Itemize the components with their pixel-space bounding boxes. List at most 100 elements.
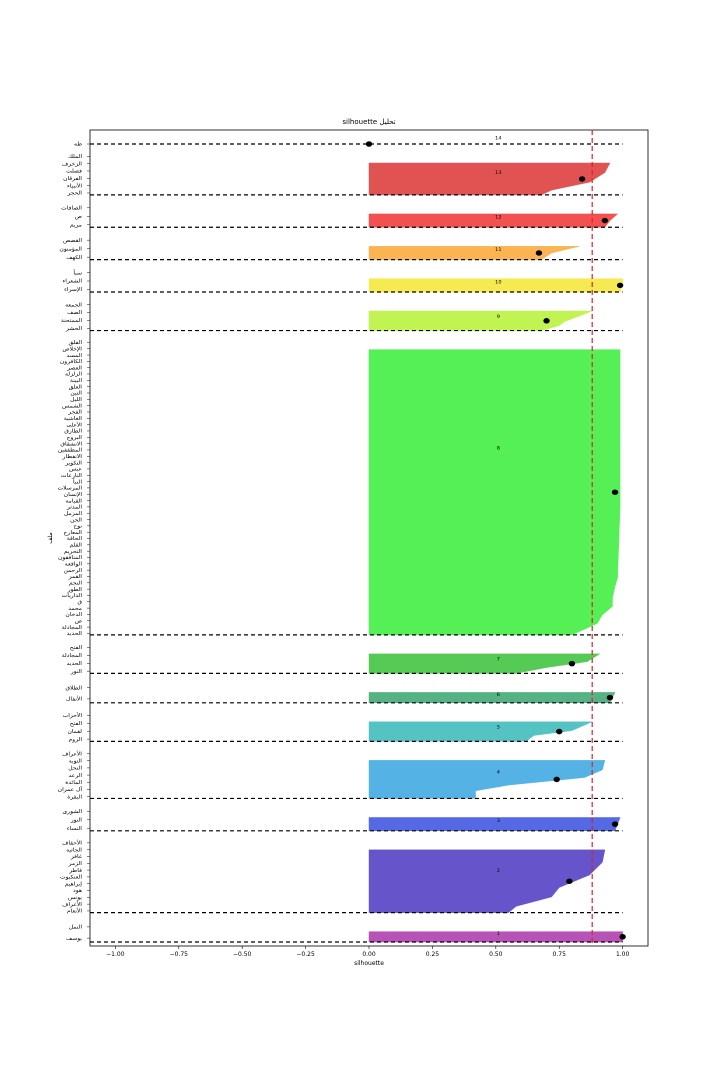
cluster-3-mean-point (611, 821, 619, 827)
cluster-10-mean-point (616, 282, 624, 289)
y-tick-label: الفرقان (63, 176, 82, 182)
x-tick-label: 0.75 (553, 951, 567, 958)
y-tick-label: الانشقاق (60, 442, 82, 448)
y-tick-label: العنكبوت (60, 874, 82, 880)
y-tick-label: النمل (69, 925, 83, 931)
cluster-3-silhouette (368, 817, 621, 832)
cluster-8-silhouette (368, 349, 621, 636)
y-axis-label: ملف (47, 532, 54, 543)
y-tick-label: ص (75, 214, 82, 220)
y-tick-label: التين (70, 391, 82, 397)
y-tick-label: البينة (70, 378, 83, 384)
y-tick-label: القمر (68, 575, 83, 581)
y-tick-label: الإسراء (64, 288, 82, 294)
y-tick-label: الإخلاص (62, 347, 82, 353)
y-tick-label: الكافرون (60, 358, 83, 364)
cluster-12-mean-point (601, 217, 609, 224)
x-tick-label: −0.50 (233, 951, 252, 958)
y-tick-label: مريم (70, 223, 82, 229)
x-tick-label: 0.25 (426, 951, 440, 958)
cluster-8-mean-point (611, 489, 619, 495)
cluster-7-silhouette (368, 653, 601, 674)
y-tick-label: آل عمران (58, 787, 83, 793)
cluster-9-label: 9 (497, 314, 500, 320)
y-tick-label: المعارج (64, 530, 83, 536)
y-tick-label: الطلاق (65, 686, 82, 692)
y-tick-label: النحل (68, 766, 82, 772)
y-tick-label: النجم (69, 581, 83, 587)
cluster-9-mean-point (543, 318, 550, 324)
y-tick-label: الأنفال (66, 695, 82, 702)
y-tick-label: النور (70, 669, 83, 675)
y-tick-label: التكوير (64, 460, 82, 466)
cluster-13-mean-point (578, 176, 586, 182)
y-tick-label: الحشر (65, 326, 83, 332)
y-tick-label: عبس (69, 467, 82, 473)
y-tick-label: المزمل (64, 511, 82, 517)
cluster-1-label: 1 (497, 932, 500, 938)
y-tick-label: فصلت (66, 169, 82, 175)
y-tick-label: التحريم (64, 549, 83, 555)
cluster-4-silhouette (368, 760, 606, 799)
y-tick-label: هود (73, 889, 82, 895)
y-tick-label: الممتحنة (61, 318, 83, 324)
y-tick-label: المجادلة (62, 625, 83, 631)
y-tick-label: الحاقة (67, 537, 83, 543)
y-tick-label: الطور (67, 587, 83, 593)
cluster-11-label: 11 (495, 247, 501, 253)
y-tick-label: طه (74, 142, 83, 148)
y-tick-label: الصف (67, 311, 82, 317)
cluster-8-label: 8 (497, 446, 500, 452)
x-tick-label: −0.25 (296, 951, 315, 958)
y-tick-label: ق (77, 600, 82, 606)
x-axis-label: silhouette (354, 960, 384, 967)
cluster-6-label: 6 (497, 692, 500, 698)
y-tick-label: العصر (66, 366, 82, 372)
cluster-11-silhouette (368, 246, 580, 260)
y-tick-label: الجاثية (66, 848, 82, 854)
y-tick-label: الرعد (68, 773, 82, 779)
cluster-14-label: 14 (495, 136, 501, 142)
y-tick-label: الأعلى (66, 421, 82, 428)
y-tick-label: الواقعة (65, 562, 83, 568)
y-tick-label: الذاريات (62, 593, 83, 599)
y-tick-label: الشعراء (63, 279, 83, 285)
y-tick-label: الرحمن (63, 568, 82, 574)
y-tick-label: الأعراف (62, 900, 82, 907)
y-tick-label: الملك (68, 154, 82, 160)
y-tick-label: الحجر (66, 191, 82, 197)
x-tick-label: 1.00 (616, 951, 630, 958)
y-tick-label: الغاشية (64, 416, 83, 422)
x-tick-label: −0.75 (170, 951, 189, 958)
cluster-13-label: 13 (495, 170, 501, 176)
y-tick-label: لقمان (67, 729, 82, 735)
y-tick-label: الأحزاب (63, 712, 83, 719)
y-tick-label: غافر (70, 854, 82, 860)
x-tick-label: 0.00 (362, 951, 376, 958)
y-tick-label: المطففين (58, 448, 83, 454)
cluster-1-mean-point (619, 934, 626, 940)
cluster-13-silhouette (368, 162, 611, 196)
y-tick-label: الزمر (68, 861, 83, 867)
y-tick-label: القصص (63, 238, 83, 244)
cluster-12-label: 12 (495, 215, 501, 221)
y-tick-label: يونس (68, 895, 83, 901)
cluster-5-silhouette (368, 721, 593, 742)
y-tick-label: الانفطار (62, 454, 83, 460)
bands-group: 14طه13الملكالزخرففصلتالفرقانالأنبياءالحج… (58, 136, 626, 943)
y-tick-label: القيامة (65, 499, 82, 505)
y-tick-label: البقرة (67, 795, 82, 801)
cluster-5-label: 5 (497, 725, 500, 731)
y-tick-label: النبأ (73, 478, 82, 485)
cluster-10-silhouette (368, 278, 623, 293)
y-tick-label: المجادلة (62, 653, 83, 659)
y-tick-label: الأنبياء (67, 182, 82, 189)
y-tick-label: المرسلات (58, 486, 83, 492)
y-tick-label: الشورى (63, 809, 83, 815)
y-tick-label: النور (70, 818, 83, 824)
y-tick-label: يوسف (66, 936, 82, 942)
y-tick-label: العلق (69, 385, 83, 391)
y-tick-label: الليل (70, 397, 82, 403)
y-tick-label: الفجر (67, 410, 82, 416)
